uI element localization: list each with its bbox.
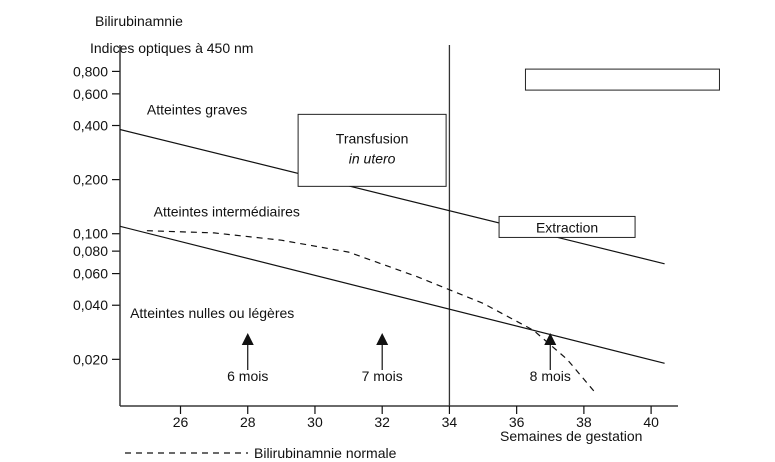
- boxed-label-line1-0: Transfusion: [336, 130, 409, 146]
- x-tick-label-2: 30: [307, 414, 323, 430]
- maturity-box: [524, 68, 720, 91]
- annotation-0: Atteintes graves: [147, 102, 247, 118]
- annotation-1: Atteintes intermédiaires: [154, 203, 300, 219]
- arrow-head-1: [376, 333, 389, 345]
- series-normal-bilirubinamnie: [146, 230, 595, 392]
- y-tick-label-0: 0,800: [73, 63, 108, 79]
- annotation-2: Atteintes nulles ou légères: [130, 305, 294, 321]
- series-upper-boundary: [119, 128, 665, 265]
- boxed-label-1: [498, 215, 636, 238]
- arrow-label-2: 8 mois: [530, 368, 571, 384]
- x-axis-label: Semaines de gestation: [500, 428, 642, 444]
- x-tick-label-5: 36: [509, 414, 525, 430]
- y-tick-label-4: 0,100: [73, 226, 108, 242]
- arrow-head-2: [544, 333, 557, 345]
- legend-label: Bilirubinamnie normale: [254, 445, 397, 461]
- x-tick-label-6: 38: [576, 414, 592, 430]
- arrow-label-1: 7 mois: [362, 368, 403, 384]
- x-tick-label-7: 40: [643, 414, 659, 430]
- y-tick-label-5: 0,080: [73, 243, 108, 259]
- chart-subtitle: Indices optiques à 450 nm: [90, 40, 253, 56]
- x-tick-label-3: 32: [374, 414, 390, 430]
- boxed-label-line1-1: Extraction: [536, 219, 598, 235]
- chart-title: Bilirubinamnie: [95, 13, 183, 29]
- x-tick-label-1: 28: [240, 414, 256, 430]
- y-tick-label-7: 0,040: [73, 297, 108, 313]
- series-lower-boundary: [119, 225, 665, 364]
- arrow-label-0: 6 mois: [227, 368, 268, 384]
- arrow-head-0: [241, 333, 254, 345]
- x-tick-label-0: 26: [173, 414, 189, 430]
- y-tick-label-8: 0,020: [73, 351, 108, 367]
- boxed-label-0: [297, 113, 447, 187]
- y-tick-label-2: 0,400: [73, 118, 108, 134]
- y-tick-label-1: 0,600: [73, 86, 108, 102]
- boxed-label-line2-0: in utero: [349, 150, 396, 166]
- x-tick-label-4: 34: [442, 414, 458, 430]
- y-tick-label-6: 0,060: [73, 266, 108, 282]
- y-tick-label-3: 0,200: [73, 172, 108, 188]
